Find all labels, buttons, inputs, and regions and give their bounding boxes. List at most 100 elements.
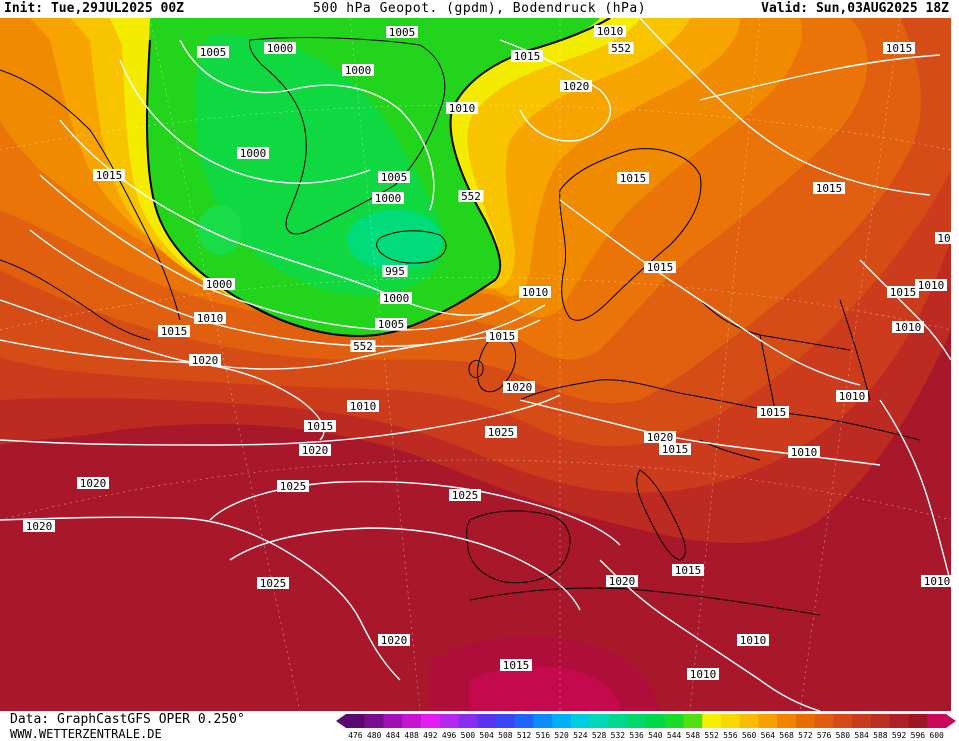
isobar-label: 552	[458, 190, 484, 203]
geopot-fill-544-b	[198, 205, 242, 255]
legend-value: 492	[423, 731, 438, 740]
legend-arrow-right	[946, 714, 956, 728]
isobar-label-text: 1020	[506, 381, 533, 394]
isobar-label: 1010	[194, 312, 226, 325]
isobar-label: 1015	[93, 169, 125, 182]
isobar-label: 1015	[672, 564, 704, 577]
legend-swatch	[421, 714, 441, 728]
isobar-label: 1020	[299, 444, 331, 457]
isobar-label: 1010	[892, 321, 924, 334]
legend-value: 568	[779, 731, 794, 740]
legend-value: 532	[611, 731, 626, 740]
legend-swatch	[871, 714, 891, 728]
isobar-label-text: 1000	[240, 147, 267, 160]
coastlines	[0, 37, 921, 616]
website-url: WWW.WETTERZENTRALE.DE	[10, 727, 162, 741]
legend-swatch	[346, 714, 366, 728]
isobar-label: 1025	[485, 426, 517, 439]
isobar-label: 1015	[659, 443, 691, 456]
legend-value: 536	[629, 731, 644, 740]
legend-value: 480	[367, 731, 382, 740]
isobar-label: 1015	[486, 330, 518, 343]
legend-swatch	[758, 714, 778, 728]
isobar-label: 1010	[594, 25, 626, 38]
legend-swatch	[402, 714, 422, 728]
isobar-label: 1000	[342, 64, 374, 77]
isobar-label-text: 1000	[345, 64, 372, 77]
isobar-label-text: 1010	[197, 312, 224, 325]
legend-value: 484	[386, 731, 401, 740]
isobar-label: 1020	[77, 477, 109, 490]
legend-value: 500	[461, 731, 476, 740]
isobar-label-text: 1000	[375, 192, 402, 205]
isobars	[0, 18, 951, 711]
legend-swatch	[777, 714, 797, 728]
isobar-label: 1005	[197, 46, 229, 59]
legend-swatch	[739, 714, 759, 728]
isobar-label-text: 1025	[488, 426, 515, 439]
legend-value: 580	[836, 731, 851, 740]
isobar-label: 1005	[375, 318, 407, 331]
legend-value: 508	[498, 731, 513, 740]
legend-value: 524	[573, 731, 588, 740]
isobar-label-text: 1010	[597, 25, 624, 38]
legend-swatch	[889, 714, 909, 728]
legend-swatch	[552, 714, 572, 728]
isobar-label-text: 1015	[161, 325, 188, 338]
isobar-label-text: 995	[385, 265, 405, 278]
isobar-label: 10	[935, 232, 951, 245]
legend-value: 596	[911, 731, 926, 740]
contour-552	[146, 18, 611, 337]
isobar-label-text: 1020	[609, 575, 636, 588]
legend-value: 496	[442, 731, 457, 740]
legend-value: 564	[761, 731, 776, 740]
isobar-label-text: 1025	[260, 577, 287, 590]
isobar-label-text: 1010	[740, 634, 767, 647]
isobar-label: 1025	[257, 577, 289, 590]
legend-value: 548	[686, 731, 701, 740]
legend-value: 516	[536, 731, 551, 740]
legend-value: 572	[798, 731, 813, 740]
legend-value: 528	[592, 731, 607, 740]
legend-value: 560	[742, 731, 757, 740]
legend-value: 488	[404, 731, 419, 740]
legend-swatch	[571, 714, 591, 728]
legend-swatch	[852, 714, 872, 728]
isobar-label: 1015	[644, 261, 676, 274]
legend-swatch	[683, 714, 703, 728]
isobar-label: 1020	[378, 634, 410, 647]
legend-swatch	[664, 714, 684, 728]
isobar-label: 1020	[503, 381, 535, 394]
legend-swatch	[646, 714, 666, 728]
legend-value: 576	[817, 731, 832, 740]
isobar-label-text: 1000	[383, 292, 410, 305]
legend-arrow-left	[336, 714, 346, 728]
isobar-label-text: 1010	[522, 286, 549, 299]
legend-value: 544	[667, 731, 682, 740]
isobar-label: 1010	[788, 446, 820, 459]
isobar-label: 1015	[500, 659, 532, 672]
isobar-label: 1015	[813, 182, 845, 195]
graticule	[0, 18, 951, 711]
legend-swatch	[514, 714, 534, 728]
geopot-fill-600	[470, 666, 620, 711]
isobar-label-text: 1015	[886, 42, 913, 55]
isobar-label-text: 552	[611, 42, 631, 55]
legend-swatch	[589, 714, 609, 728]
isobar-label: 1000	[264, 42, 296, 55]
isobar-label-text: 10	[937, 232, 950, 245]
legend-value: 504	[479, 731, 494, 740]
isobar-label-text: 1005	[378, 318, 405, 331]
isobar-label-text: 1005	[200, 46, 227, 59]
isobar-label-text: 1020	[26, 520, 53, 533]
legend-value: 588	[873, 731, 888, 740]
legend-swatch	[796, 714, 816, 728]
map-title: 500 hPa Geopot. (gpdm), Bodendruck (hPa)	[312, 1, 647, 16]
isobar-label: 1020	[644, 431, 676, 444]
isobar-label-text: 1015	[816, 182, 843, 195]
isobar-label-text: 1010	[918, 279, 945, 292]
isobar-label-text: 1025	[280, 480, 307, 493]
legend-value: 520	[554, 731, 569, 740]
isobar-label: 1015	[883, 42, 915, 55]
legend-swatch	[458, 714, 478, 728]
